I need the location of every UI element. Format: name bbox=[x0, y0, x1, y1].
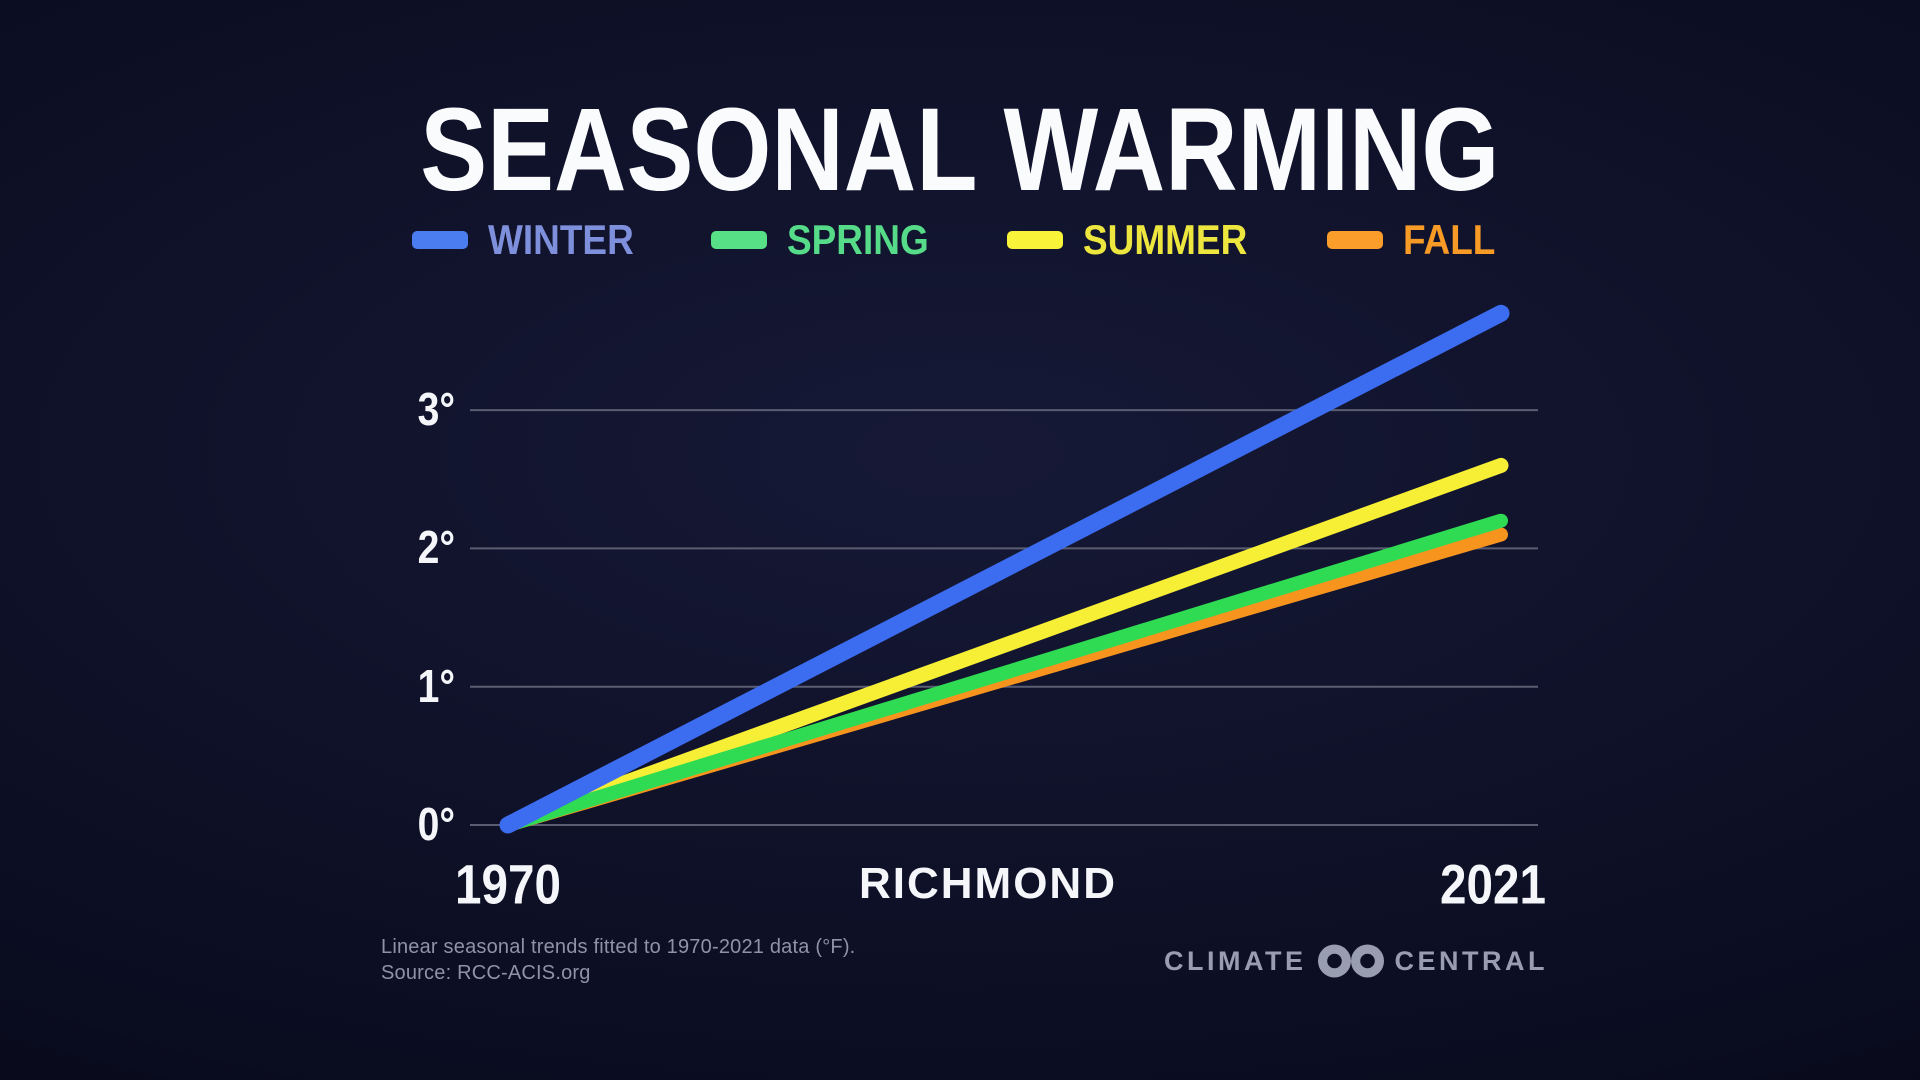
y-tick-label-1°: 1° bbox=[235, 659, 455, 713]
legend-label-fall: FALL bbox=[1403, 216, 1496, 263]
y-tick-text: 3° bbox=[417, 383, 455, 436]
y-tick-text: 0° bbox=[417, 797, 455, 850]
trend-line-summer bbox=[500, 457, 1509, 833]
legend-swatch-spring-icon bbox=[711, 231, 768, 249]
y-tick-label-0°: 0° bbox=[235, 797, 455, 851]
trend-line-winter bbox=[499, 304, 1510, 834]
footnote-line1: Linear seasonal trends fitted to 1970-20… bbox=[381, 936, 856, 958]
legend-item-winter: WINTER bbox=[411, 216, 654, 264]
legend-item-spring: SPRING bbox=[711, 216, 948, 264]
brand-climate-text: CLIMATE bbox=[1164, 945, 1307, 976]
footnote: Linear seasonal trends fitted to 1970-20… bbox=[381, 934, 855, 986]
y-tick-text: 2° bbox=[417, 521, 455, 574]
y-tick-label-3°: 3° bbox=[235, 382, 455, 436]
chart-title-text: SEASONAL WARMING bbox=[420, 84, 1500, 216]
x-label-start-year-text: 1970 bbox=[455, 852, 561, 916]
legend-swatch-winter-icon bbox=[411, 231, 468, 249]
climate-central-logo: CLIMATE CENTRAL bbox=[1164, 942, 1548, 980]
legend-swatch-fall-icon bbox=[1327, 231, 1384, 249]
trend-line-spring bbox=[501, 513, 1508, 832]
x-label-start-year: 1970 bbox=[446, 852, 571, 917]
legend-swatch-summer-icon bbox=[1006, 231, 1063, 249]
chart-title: SEASONAL WARMING bbox=[0, 82, 1920, 218]
legend-label-spring: SPRING bbox=[787, 216, 930, 263]
climate-central-mark-icon bbox=[1317, 944, 1384, 978]
legend-item-fall: FALL bbox=[1327, 216, 1508, 264]
brand-central-text: CENTRAL bbox=[1394, 945, 1548, 976]
legend-label-summer: SUMMER bbox=[1082, 216, 1247, 263]
footnote-line2: Source: RCC-ACIS.org bbox=[381, 962, 591, 984]
x-label-end-year: 2021 bbox=[1431, 852, 1556, 917]
legend-label-winter: WINTER bbox=[487, 216, 634, 263]
y-tick-text: 1° bbox=[417, 659, 455, 712]
x-label-location: RICHMOND bbox=[859, 859, 1117, 909]
x-label-location-text: RICHMOND bbox=[859, 859, 1117, 908]
y-tick-label-2°: 2° bbox=[235, 520, 455, 574]
legend: WINTER SPRING SUMMER FALL bbox=[0, 216, 1920, 264]
legend-item-summer: SUMMER bbox=[1006, 216, 1270, 264]
x-label-end-year-text: 2021 bbox=[1440, 852, 1546, 916]
